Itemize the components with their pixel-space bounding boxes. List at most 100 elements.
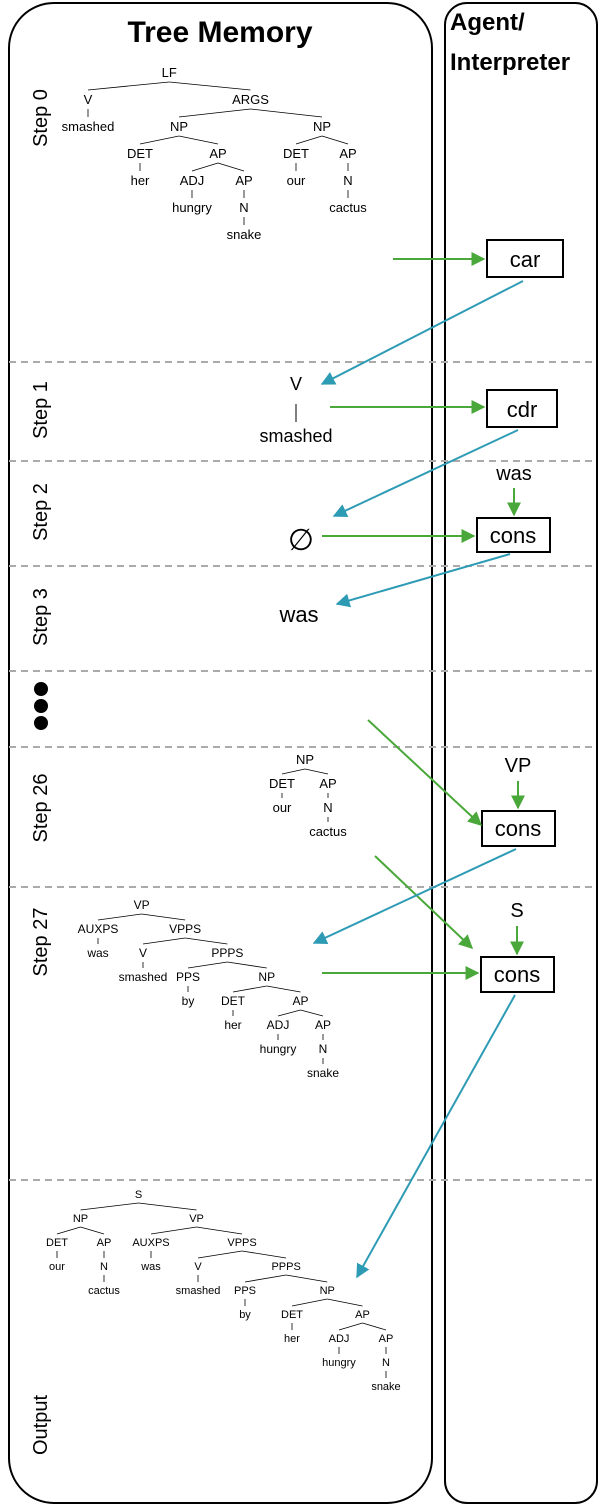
ellipsis-dot <box>34 682 48 696</box>
arrow-cons-to-step3 <box>335 553 511 608</box>
tree-node-label: ADJ <box>267 1018 290 1032</box>
step-label-output: Output <box>30 1395 52 1455</box>
tree-edge <box>142 937 186 945</box>
tree-edge <box>178 135 219 145</box>
tree-leaf-word: was <box>140 1261 161 1273</box>
op-cons-step27-label: cons <box>494 962 540 987</box>
ellipsis-dot <box>34 716 48 730</box>
step-label-0: Step 0 <box>30 89 52 147</box>
tree-node-label: DET <box>221 994 246 1008</box>
tree-node-label: VPPS <box>169 922 201 936</box>
tree-node-label: NP <box>296 752 314 767</box>
tree-leaf-word: our <box>273 800 292 815</box>
op-cdr-label: cdr <box>507 397 538 422</box>
tree-edge <box>277 1009 301 1017</box>
tree-edge <box>281 768 306 775</box>
tree-leaf-word: by <box>182 994 195 1008</box>
tree-leaf-word: cactus <box>309 824 347 839</box>
tree-edge <box>141 913 186 921</box>
tree-node-label: DET <box>46 1237 68 1249</box>
tree-node-label: V <box>194 1261 202 1273</box>
green-arrows <box>322 252 525 980</box>
tree-edge <box>187 961 228 969</box>
tree-edge <box>196 1226 243 1235</box>
tree-edge <box>191 162 219 172</box>
tree-leaf-word: our <box>49 1261 65 1273</box>
tree-node-label: AP <box>339 146 356 161</box>
tree-edge <box>338 1322 363 1331</box>
step-label-1: Step 1 <box>30 381 52 439</box>
op-cdr-box <box>486 389 558 428</box>
ellipsis-dots <box>34 682 48 730</box>
tree-node-label: V <box>139 946 147 960</box>
tree-node-label: S <box>135 1189 142 1201</box>
tree-node-label: DET <box>281 1309 303 1321</box>
tree-memory-panel <box>8 2 433 1504</box>
tree-leaf-word: cactus <box>329 200 367 215</box>
tree-edge <box>227 961 267 969</box>
tree-node-label: VPPS <box>227 1237 256 1249</box>
tree-node-label: NP <box>313 119 331 134</box>
op-car-box <box>486 239 564 278</box>
tree-leaf-word: snake <box>307 1066 339 1080</box>
tree-node-label: DET <box>283 146 309 161</box>
tree-memory-title: Tree Memory <box>127 16 312 49</box>
tree-node-label: AP <box>292 994 308 1008</box>
tree-leaf-word: by <box>239 1309 251 1321</box>
tree-edge <box>241 1250 287 1259</box>
agent-title-line1: Agent/ <box>450 9 525 36</box>
input-vp-label: VP <box>505 755 532 777</box>
tree-node-label: AP <box>209 146 226 161</box>
step1-v-node: V <box>290 374 302 394</box>
agent-title-line2: Interpreter <box>450 49 570 76</box>
step-label-27: Step 27 <box>30 908 52 977</box>
op-cons-step26-label: cons <box>495 816 541 841</box>
tree-node-label: N <box>239 200 248 215</box>
tree-node-label: DET <box>127 146 153 161</box>
tree-edge <box>244 1274 287 1283</box>
arrow-car-to-step1 <box>320 280 524 385</box>
tree-node-label: NP <box>170 119 188 134</box>
tree-node-label: ADJ <box>329 1333 350 1345</box>
input-was-label: was <box>495 463 532 485</box>
step1-smashed-leaf: smashed <box>259 426 332 446</box>
tree-node-label: VP <box>134 898 150 912</box>
tree-leaf-word: snake <box>371 1381 400 1393</box>
tree-leaf-word: her <box>131 173 150 188</box>
tree-edge <box>286 1274 328 1283</box>
tree-edge <box>295 135 323 145</box>
arrow-dots-to-cons <box>367 719 483 826</box>
tree-edge <box>321 135 349 145</box>
tree-edge <box>266 985 301 993</box>
tree-node-label: PPPS <box>211 946 243 960</box>
op-cdr: cdr <box>486 389 558 428</box>
tree-node-label: PPS <box>234 1285 256 1297</box>
tree-node-label: V <box>84 92 93 107</box>
tree-edge <box>178 108 251 118</box>
tree-node-label: VP <box>189 1213 204 1225</box>
input-s-label: S <box>510 900 523 922</box>
step3-was-word: was <box>278 602 318 627</box>
tree-node-label: AP <box>319 776 336 791</box>
tree-node-label: N <box>100 1261 108 1273</box>
op-cons-step2: cons <box>476 517 551 553</box>
tree-leaf-word: hungry <box>322 1357 356 1369</box>
tree-edge <box>300 1009 324 1017</box>
agent-interpreter-panel <box>444 2 598 1504</box>
tree-leaf-word: smashed <box>119 970 168 984</box>
step-label-3: Step 3 <box>30 588 52 646</box>
tree-edge <box>197 1250 243 1259</box>
tree-edge <box>217 162 245 172</box>
op-cons-step27-box <box>480 956 555 993</box>
tree-edge <box>80 1226 105 1235</box>
step-label-2: Step 2 <box>30 483 52 541</box>
op-car-label: car <box>510 247 541 272</box>
tree-edge <box>232 985 267 993</box>
tree-edge <box>304 768 329 775</box>
tree-node-label: AP <box>355 1309 370 1321</box>
tree-node-label: ARGS <box>232 92 269 107</box>
